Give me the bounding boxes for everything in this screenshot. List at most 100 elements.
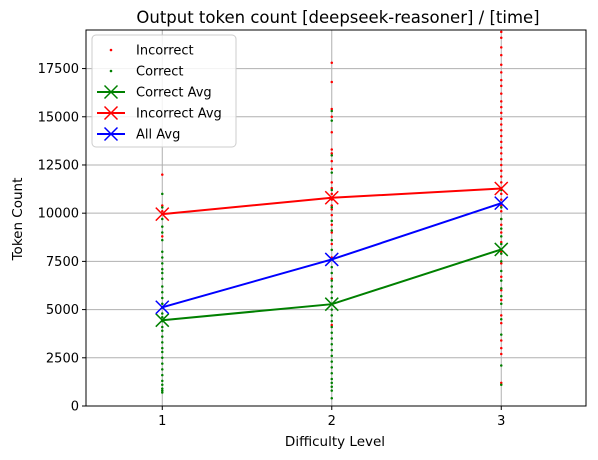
data-point	[330, 271, 334, 275]
data-point	[330, 181, 334, 184]
data-point	[500, 175, 503, 178]
data-point	[161, 192, 164, 196]
data-point	[500, 140, 503, 144]
scatter-points	[161, 30, 503, 400]
marker-stroke	[494, 196, 509, 211]
avg-marker	[324, 297, 339, 312]
data-point	[330, 242, 334, 246]
legend-swatch-marker	[103, 126, 119, 142]
data-point	[330, 167, 334, 171]
data-point	[161, 277, 164, 280]
marker-stroke	[494, 181, 509, 196]
data-point	[500, 198, 503, 201]
marker-stroke	[324, 190, 339, 205]
data-point	[330, 385, 334, 388]
data-point	[330, 323, 334, 327]
marker-stroke	[103, 126, 119, 142]
data-point	[500, 364, 503, 367]
marker-stroke	[155, 300, 170, 315]
data-point	[330, 107, 334, 111]
data-point	[161, 285, 164, 288]
data-point	[500, 129, 503, 132]
data-point	[330, 130, 334, 134]
data-point	[330, 171, 334, 174]
legend: Incorrect Correct Correct Avg Incorrect Avg…	[91, 34, 237, 148]
tick-label-x: 2	[328, 414, 336, 429]
data-point	[330, 188, 334, 192]
series-correct-avg	[155, 242, 509, 328]
tick-label-x: 3	[497, 414, 505, 429]
tick-label-y: 7500	[46, 255, 79, 270]
data-point	[500, 321, 503, 325]
data-point	[330, 115, 334, 119]
data-point	[161, 346, 164, 350]
data-point	[330, 159, 334, 163]
chart-title: Output token count [deepseek-reasoner] /…	[136, 8, 539, 27]
legend-label: Incorrect	[136, 44, 194, 59]
marker-stroke	[324, 297, 339, 312]
legend-label: Incorrect Avg	[136, 107, 222, 122]
avg-marker	[324, 190, 339, 205]
avg-marker	[155, 207, 170, 222]
marker-stroke	[494, 242, 509, 257]
tick-label-y: 17500	[38, 62, 79, 77]
data-point	[161, 250, 164, 253]
data-point	[330, 152, 334, 155]
data-point	[500, 217, 503, 221]
data-point	[330, 248, 334, 252]
data-point	[500, 206, 503, 209]
data-point	[500, 262, 503, 265]
data-point	[161, 316, 164, 319]
y-axis-label: Token Count	[10, 178, 26, 262]
data-point	[500, 240, 503, 244]
data-point	[161, 350, 164, 354]
tick-label-x: 1	[158, 414, 166, 429]
legend-swatch	[109, 69, 113, 73]
avg-marker	[494, 242, 509, 257]
data-point	[500, 169, 503, 173]
data-point	[330, 238, 334, 242]
data-point	[330, 80, 334, 84]
data-point	[330, 277, 334, 280]
data-point	[500, 84, 503, 88]
data-point	[330, 186, 334, 190]
data-point	[161, 217, 164, 221]
data-point	[500, 383, 503, 387]
data-point	[500, 231, 503, 234]
data-point	[161, 262, 164, 265]
marker-stroke	[103, 84, 119, 100]
data-point	[330, 343, 334, 346]
data-point	[330, 377, 334, 381]
data-point	[330, 206, 334, 209]
data-point	[161, 312, 164, 315]
data-point	[161, 391, 164, 394]
legend-label: Correct Avg	[136, 86, 212, 101]
x-axis-ticks: 1 2 3	[158, 406, 505, 429]
data-point	[500, 210, 503, 213]
tick-label-y: 5000	[46, 303, 79, 318]
data-point	[330, 109, 334, 113]
data-point	[161, 296, 164, 300]
legend-item: Correct	[109, 65, 183, 80]
data-point	[500, 123, 503, 126]
avg-marker	[494, 196, 509, 211]
data-point	[161, 335, 164, 338]
data-point	[161, 356, 164, 360]
data-point	[330, 325, 334, 329]
data-point	[500, 117, 503, 120]
data-point	[161, 383, 164, 387]
data-point	[500, 92, 503, 95]
data-point	[330, 360, 334, 363]
data-point	[500, 289, 503, 292]
series-incorrect-avg	[155, 181, 509, 222]
legend-label: All Avg	[136, 128, 180, 143]
data-point	[330, 397, 334, 400]
data-point	[500, 36, 503, 39]
legend-item: Incorrect Avg	[97, 105, 222, 122]
data-point	[330, 308, 334, 311]
data-point	[500, 157, 503, 161]
tick-label-y: 0	[71, 400, 79, 415]
data-point	[161, 206, 164, 209]
data-point	[500, 111, 503, 115]
data-point	[500, 294, 503, 298]
